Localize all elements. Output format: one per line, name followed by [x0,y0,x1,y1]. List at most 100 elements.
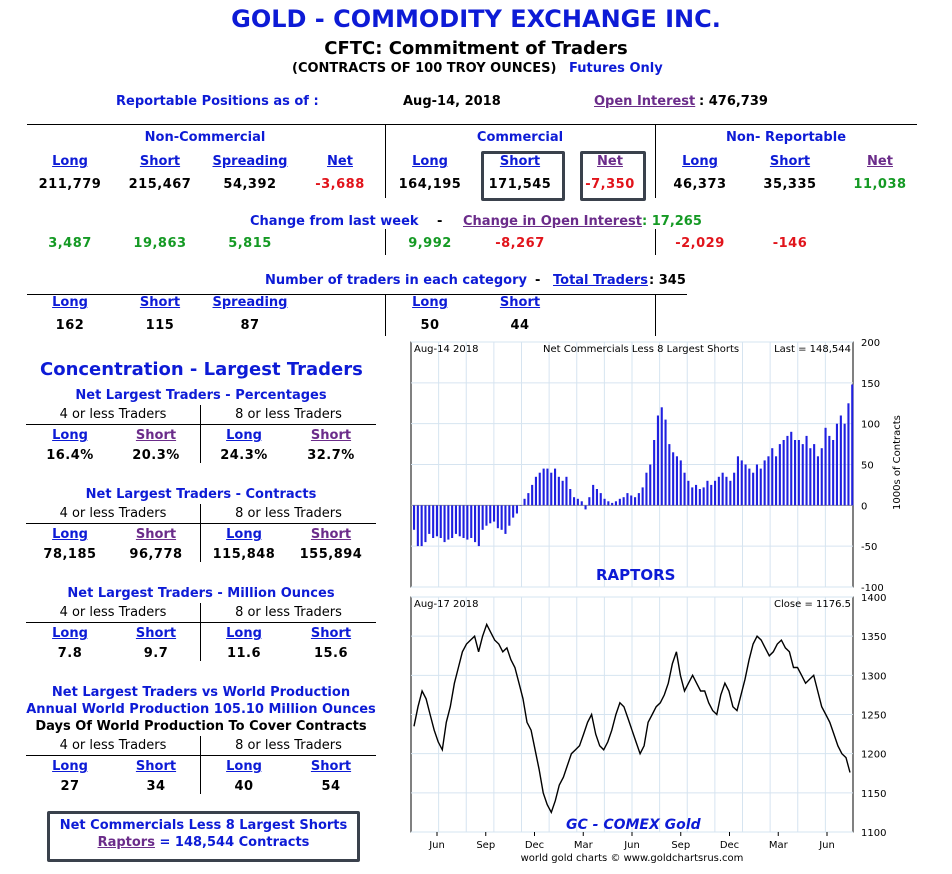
raptors-link[interactable]: Raptors [97,835,155,850]
raptors-bar [626,493,629,506]
raptors-bar [816,456,819,506]
report-date: Aug-14, 2018 [403,94,501,109]
raptors-bar [687,480,690,506]
world-four-label: 4 or less Traders [59,738,167,753]
chg-nc-long: 3,487 [48,236,92,251]
change-oi-link[interactable]: Change in Open Interest [463,214,642,229]
raptors-bar [797,440,800,506]
raptors-bar [485,505,488,526]
raptors-ytick: -50 [861,542,877,553]
raptors-bar [599,493,602,506]
raptors-bar [752,472,755,506]
col-c-long[interactable]: Long [412,154,448,169]
ounces-title: Net Largest Traders - Million Ounces [67,586,335,601]
raptors-bar [554,468,557,506]
traders-rule [27,294,687,295]
tr-col-nc-long[interactable]: Long [52,295,88,310]
ounces-col-long-8[interactable]: Long [226,626,262,641]
ounces-v3: 11.6 [226,646,262,661]
world-col-long-8[interactable]: Long [226,759,262,774]
raptors-bar [474,505,477,543]
contracts-divider [200,504,201,562]
contracts-v1: 78,185 [43,547,97,562]
col-nc-net[interactable]: Net [327,154,353,169]
pct-title: Net Largest Traders - Percentages [75,388,327,403]
raptors-bar [790,431,793,506]
gold-xlabel: Mar [769,840,789,851]
world-col-long-4[interactable]: Long [52,759,88,774]
raptors-bar [702,487,705,506]
world-col-short-4[interactable]: Short [135,759,177,774]
contracts-col-short-4[interactable]: Short [135,527,177,542]
raptors-bar [489,505,492,524]
ounces-col-short-8[interactable]: Short [310,626,352,641]
col-nr-long[interactable]: Long [682,154,718,169]
raptors-bar [801,444,804,506]
contracts-rule [26,523,376,524]
tr-col-c-long[interactable]: Long [412,295,448,310]
pct-col-long-4[interactable]: Long [52,428,88,443]
raptors-bar [710,484,713,506]
raptors-bar [527,493,530,506]
nc-long-value: 211,779 [38,177,102,192]
pct-col-short-4[interactable]: Short [135,428,177,443]
tr-col-nc-short[interactable]: Short [139,295,181,310]
contracts-col-short-8[interactable]: Short [310,527,352,542]
ounces-rule [26,622,376,623]
col-nc-short[interactable]: Short [139,154,181,169]
col-nc-long[interactable]: Long [52,154,88,169]
contracts-col-long-4[interactable]: Long [52,527,88,542]
raptors-bar [519,505,522,506]
col-c-net[interactable]: Net [597,154,623,169]
raptors-bar [413,505,416,530]
open-interest-link[interactable]: Open Interest [594,94,696,109]
raptors-bar [813,444,816,506]
pct-col-long-8[interactable]: Long [226,428,262,443]
col-nc-spreading[interactable]: Spreading [212,154,288,169]
raptors-bar [435,505,438,537]
raptors-bar [439,505,442,538]
raptors-chart-title: Net Commercials Less 8 Largest Shorts [543,344,739,355]
tr-col-nc-spreading[interactable]: Spreading [212,295,288,310]
contracts-v4: 155,894 [299,547,363,562]
pct-col-short-8[interactable]: Short [310,428,352,443]
raptors-bar [805,435,808,506]
tr-col-c-short[interactable]: Short [499,295,541,310]
raptors-bar [771,448,774,506]
col-c-short[interactable]: Short [499,154,541,169]
traders-dash: - [535,273,541,288]
raptors-series-label: RAPTORS [596,566,676,584]
gold-xlabel: Jun [623,840,640,851]
raptors-bar [580,501,583,506]
ounces-col-short-4[interactable]: Short [135,626,177,641]
raptors-bar [603,498,606,506]
raptors-bar [428,505,431,534]
col-nr-net[interactable]: Net [867,154,893,169]
world-v4: 54 [321,779,341,794]
raptors-bar [748,468,751,506]
raptors-bar [534,476,537,506]
raptors-summary-box [47,811,360,862]
ounces-v4: 15.6 [313,646,349,661]
raptors-bar [569,489,572,506]
raptors-bar [466,505,469,540]
raptors-bar [493,505,496,522]
gold-xlabel: Jun [428,840,445,851]
raptors-bar [851,384,854,506]
world-col-short-8[interactable]: Short [310,759,352,774]
raptors-bar [458,505,461,537]
raptors-bar [786,435,789,506]
raptors-bar [675,456,678,506]
page-title: GOLD - COMMODITY EXCHANGE INC. [231,5,721,33]
futures-only-label: Futures Only [569,61,663,76]
ounces-col-long-4[interactable]: Long [52,626,88,641]
raptors-bar [416,505,419,547]
chg-c-short: -8,267 [495,236,545,251]
total-traders-link[interactable]: Total Traders [553,273,648,288]
contracts-col-long-8[interactable]: Long [226,527,262,542]
raptors-bar [839,415,842,506]
raptors-bar [763,460,766,506]
contracts-v3: 115,848 [212,547,276,562]
col-nr-short[interactable]: Short [769,154,811,169]
raptors-bar [504,505,507,534]
